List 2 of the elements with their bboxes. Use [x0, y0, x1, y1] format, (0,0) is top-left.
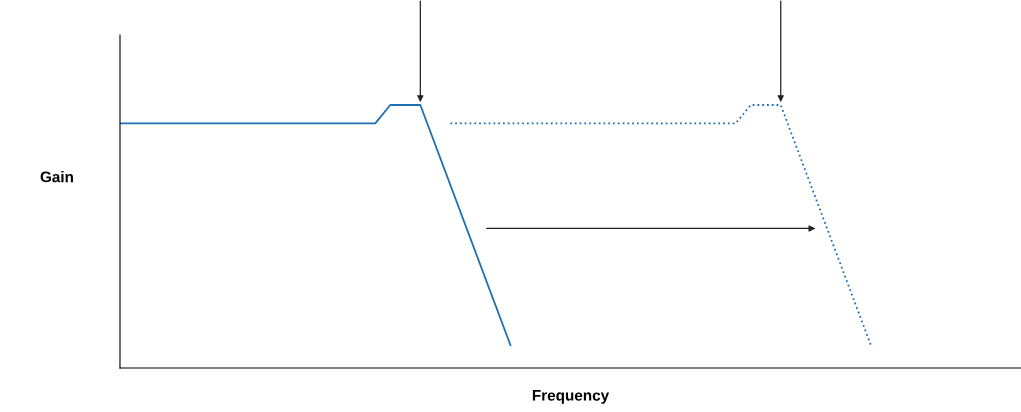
- y-axis-title: Gain: [40, 171, 73, 183]
- x-axis-title: Frequency: [532, 390, 610, 404]
